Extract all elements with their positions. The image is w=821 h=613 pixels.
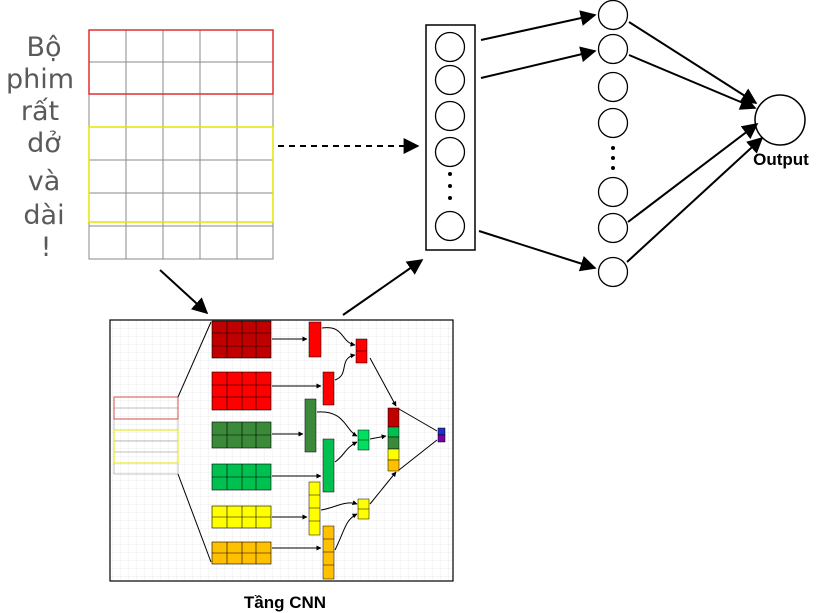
cnn-inset <box>109 319 454 582</box>
cnn-mini-window-red <box>113 396 179 420</box>
neuron-icon <box>434 64 466 96</box>
sentence-word: và <box>28 166 61 197</box>
arrow-to-cnn <box>159 269 209 315</box>
feature-map-red <box>308 321 322 358</box>
cnn-feature-maps <box>304 321 335 580</box>
feature-map-yellow <box>308 481 321 536</box>
pooled-red <box>355 338 368 364</box>
filter-window-yellow <box>88 126 274 223</box>
neuron-icon <box>597 0 629 31</box>
vector-to-hidden-arrows <box>478 10 597 272</box>
pooled-yellow <box>357 498 370 520</box>
cnn-concat-arrows <box>369 357 397 505</box>
cnn-mini-window-yellow <box>113 429 179 464</box>
cnn-caption: Tầng CNN <box>244 593 326 612</box>
feature-map-orange <box>322 525 335 580</box>
filter-dark-red <box>211 320 272 359</box>
matrix-border <box>88 29 274 260</box>
arrow-cnn-to-vector <box>342 259 424 316</box>
vertical-ellipsis-icon <box>448 172 452 200</box>
sentence-word: Bộ <box>26 32 61 63</box>
output-neuron-icon <box>754 94 806 146</box>
neuron-icon <box>434 210 466 242</box>
feature-map-red-2 <box>322 371 335 406</box>
neuron-icon <box>597 71 629 103</box>
neuron-icon <box>434 31 466 63</box>
feature-map-green <box>322 438 335 493</box>
cnn-filter-arrows <box>272 336 322 551</box>
sentence-word: ! <box>41 232 52 263</box>
cnn-fan-lines <box>177 321 212 563</box>
cnn-filters <box>211 320 272 565</box>
hidden-to-output-arrows <box>626 21 764 263</box>
cnn-concat-vector <box>387 407 400 472</box>
cnn-pooling-arrows <box>316 327 358 551</box>
feature-vector <box>425 24 476 251</box>
filter-yellow <box>211 505 272 529</box>
cnn-output-fan <box>398 408 438 471</box>
sentence-word: rất <box>21 96 59 127</box>
hidden-layer <box>597 0 629 288</box>
output-label: Output <box>753 150 809 169</box>
filter-red <box>211 371 272 411</box>
sentence-word: dài <box>23 200 64 231</box>
neuron-icon <box>597 256 629 288</box>
neuron-icon <box>434 100 466 132</box>
cnn-pooled <box>355 338 370 520</box>
neuron-icon <box>597 33 629 65</box>
sentence-word: dở <box>27 128 61 159</box>
neuron-icon <box>597 212 629 244</box>
cnn-inset-box <box>109 319 454 582</box>
filter-window-red <box>88 29 274 95</box>
neuron-icon <box>434 136 466 168</box>
pooled-green <box>357 429 370 451</box>
feature-map-dark-green <box>304 398 317 453</box>
sentence-words: Bộ phim rất dở và dài ! <box>6 32 74 263</box>
sentence-word: phim <box>6 64 74 95</box>
cnn-output-unit <box>437 427 446 443</box>
embedding-matrix <box>88 29 274 260</box>
neuron-icon <box>597 107 629 139</box>
filter-orange <box>211 541 272 565</box>
filter-green <box>211 463 272 491</box>
neuron-icon <box>597 176 629 208</box>
filter-dark-green <box>211 421 272 449</box>
vertical-ellipsis-icon <box>611 146 615 170</box>
